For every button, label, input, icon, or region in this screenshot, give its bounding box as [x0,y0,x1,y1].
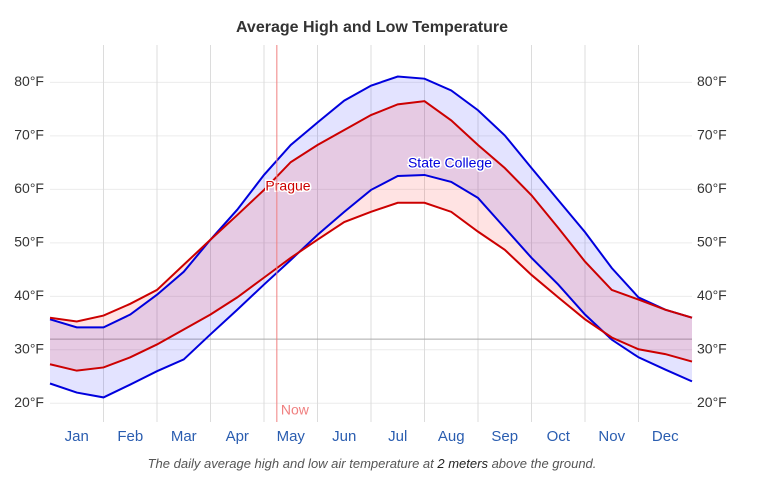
y-tick-label-right: 20°F [697,394,727,410]
y-tick-label-right: 30°F [697,341,727,357]
series-label: State College [408,155,492,171]
y-tick-label: 20°F [14,394,44,410]
y-tick-label-right: 40°F [697,287,727,303]
x-tick-label: Jan [65,428,89,445]
caption-emphasis: 2 meters [436,456,488,471]
caption: The daily average high and low air tempe… [148,456,597,471]
y-tick-label: 60°F [14,180,44,196]
y-tick-label: 40°F [14,287,44,303]
y-tick-label-right: 50°F [697,234,727,250]
x-tick-label: Sep [491,428,518,445]
x-tick-label: Mar [171,428,197,445]
temperature-band [50,101,692,371]
y-tick-label: 30°F [14,341,44,357]
y-tick-label: 80°F [14,73,44,89]
temperature-line [49,100,693,323]
x-tick-label: Nov [598,428,625,445]
y-tick-label-right: 70°F [697,127,727,143]
x-tick-label: Jul [388,428,407,445]
temperature-line [49,173,693,399]
chart-title: Average High and Low Temperature [236,19,508,36]
x-tick-label: May [277,428,306,445]
series-label: Prague [265,178,310,194]
y-tick-label-right: 80°F [697,73,727,89]
x-tick-label: Apr [226,428,249,445]
y-tick-label: 70°F [14,127,44,143]
y-tick-label-right: 60°F [697,180,727,196]
caption-text: The daily average high and low air tempe… [148,456,438,471]
y-tick-label: 50°F [14,234,44,250]
now-label: Now [281,402,310,418]
x-tick-label: Oct [547,428,571,445]
temperature-band [50,76,692,398]
x-tick-label: Feb [117,428,143,445]
x-tick-label: Dec [652,428,679,445]
x-tick-label: Jun [332,428,356,445]
caption-text: above the ground. [488,456,596,471]
x-tick-label: Aug [438,428,465,445]
temperature-line [49,201,693,372]
temperature-line [49,75,693,329]
